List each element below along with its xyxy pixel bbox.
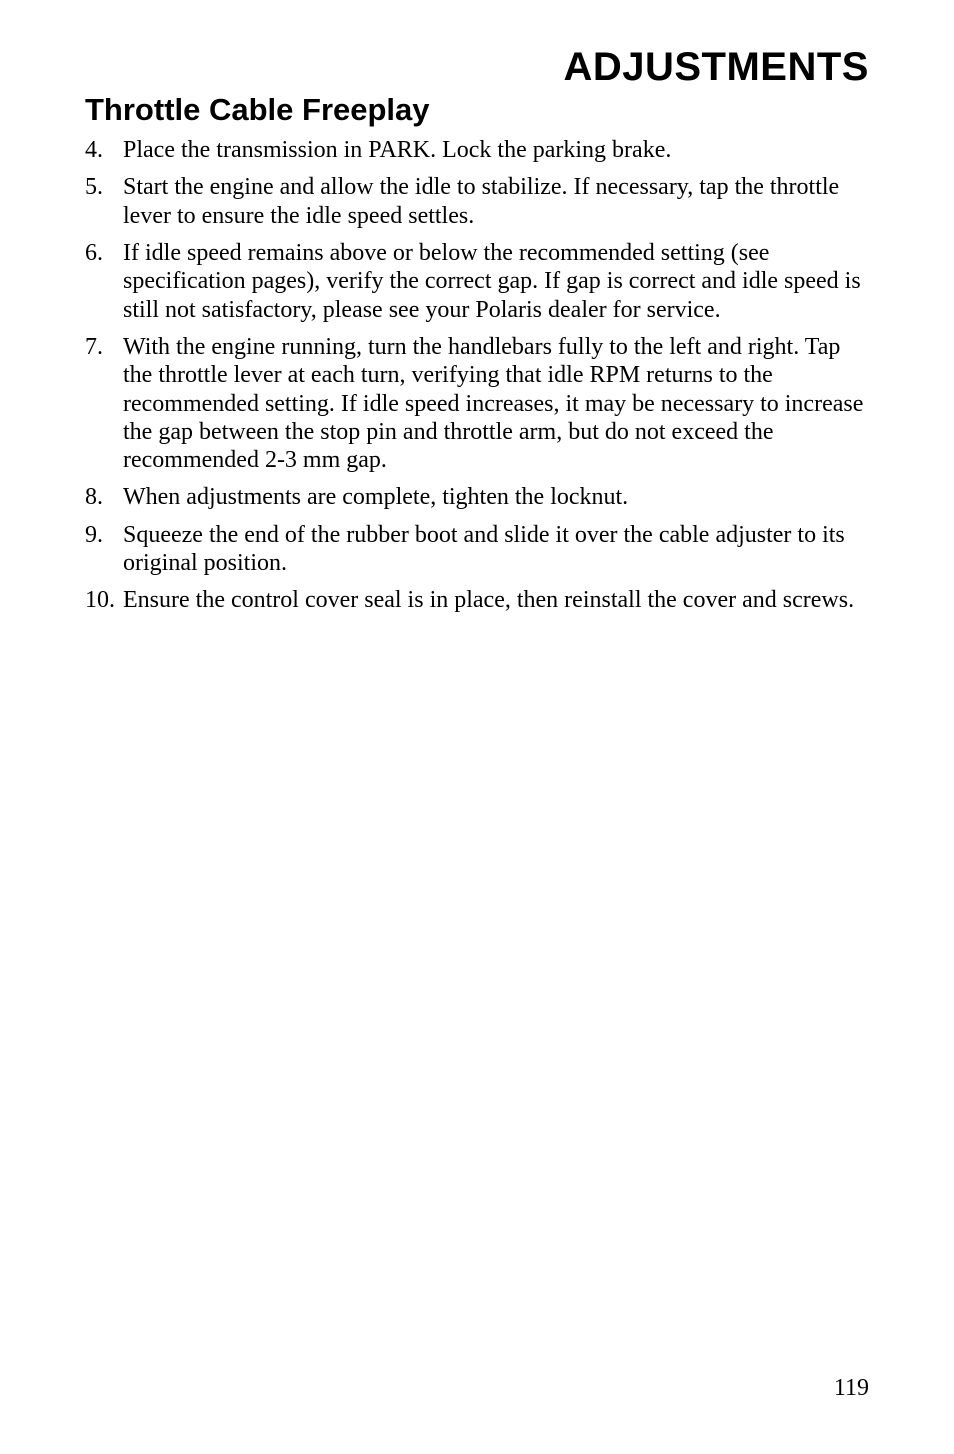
list-item: 10. Ensure the control cover seal is in … xyxy=(85,586,869,614)
list-item: 7. With the engine running, turn the han… xyxy=(85,333,869,475)
step-text: Ensure the control cover seal is in plac… xyxy=(123,586,869,614)
list-item: 6. If idle speed remains above or below … xyxy=(85,239,869,324)
step-number: 8. xyxy=(85,483,123,511)
step-text: With the engine running, turn the handle… xyxy=(123,333,869,475)
list-item: 8. When adjustments are complete, tighte… xyxy=(85,483,869,511)
step-number: 5. xyxy=(85,173,123,230)
step-number: 7. xyxy=(85,333,123,475)
step-number: 4. xyxy=(85,136,123,164)
page-number: 119 xyxy=(834,1375,869,1402)
sub-title: Throttle Cable Freeplay xyxy=(85,92,869,128)
list-item: 9. Squeeze the end of the rubber boot an… xyxy=(85,521,869,578)
list-item: 5. Start the engine and allow the idle t… xyxy=(85,173,869,230)
step-text: When adjustments are complete, tighten t… xyxy=(123,483,869,511)
main-title: ADJUSTMENTS xyxy=(85,45,869,90)
step-number: 10. xyxy=(85,586,123,614)
step-text: If idle speed remains above or below the… xyxy=(123,239,869,324)
step-text: Place the transmission in PARK. Lock the… xyxy=(123,136,869,164)
step-number: 9. xyxy=(85,521,123,578)
steps-list: 4. Place the transmission in PARK. Lock … xyxy=(85,136,869,615)
step-number: 6. xyxy=(85,239,123,324)
step-text: Squeeze the end of the rubber boot and s… xyxy=(123,521,869,578)
list-item: 4. Place the transmission in PARK. Lock … xyxy=(85,136,869,164)
step-text: Start the engine and allow the idle to s… xyxy=(123,173,869,230)
